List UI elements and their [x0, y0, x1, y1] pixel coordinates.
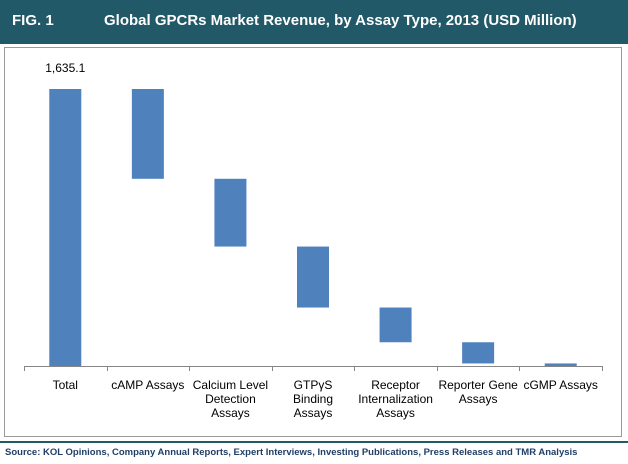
data-label-0: 1,635.1	[45, 61, 85, 75]
category-label-6: cGMP Assays	[523, 378, 597, 392]
category-label-0: Total	[53, 378, 78, 392]
chart-title: Global GPCRs Market Revenue, by Assay Ty…	[104, 12, 577, 29]
bar-3	[297, 246, 329, 308]
bar-5	[462, 342, 495, 364]
waterfall-chart: 1,635.1 Total cAMP Assays Calcium Level Dete…	[24, 61, 603, 420]
figure-number: FIG. 1	[12, 12, 54, 29]
bar-0	[49, 89, 82, 366]
category-label-2: Calcium Level Detection Assays	[193, 378, 268, 420]
bar-2	[214, 178, 247, 247]
category-label-1: cAMP Assays	[111, 378, 184, 392]
bar-6	[544, 363, 577, 366]
category-label-3: GTPγS Binding Assays	[293, 378, 333, 420]
chart-frame	[4, 47, 622, 437]
category-label-5: Reporter Gene Assays	[438, 378, 518, 406]
source-note: Source: KOL Opinions, Company Annual Rep…	[5, 447, 578, 458]
footer-divider	[0, 441, 628, 443]
category-label-4: Receptor Internalization Assays	[358, 378, 433, 420]
figure-header: FIG. 1 Global GPCRs Market Revenue, by A…	[0, 0, 628, 44]
bar-1	[131, 89, 164, 179]
bar-4	[379, 307, 412, 343]
